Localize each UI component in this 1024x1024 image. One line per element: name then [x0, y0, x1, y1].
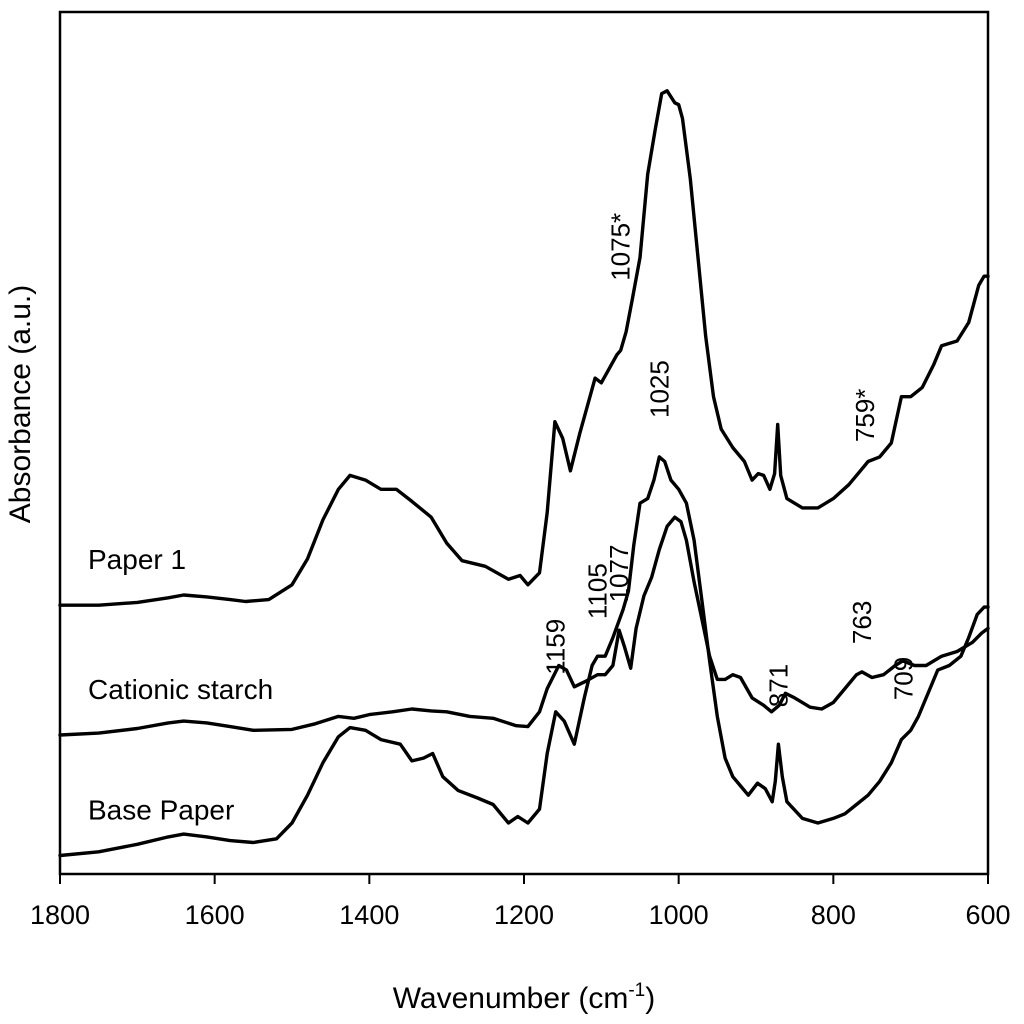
plot-frame — [58, 10, 990, 876]
peak-label: 871 — [763, 664, 793, 707]
peak-label: 1105 — [583, 563, 613, 619]
peak-label: 709 — [889, 657, 919, 700]
peak-label: 1025 — [644, 360, 674, 418]
peak-label: 1159 — [541, 619, 571, 675]
series-line-1 — [58, 89, 990, 607]
series-line-3 — [58, 455, 990, 858]
series-line-2 — [58, 515, 990, 737]
peak-label: 763 — [847, 601, 877, 644]
x-tick-label: 1400 — [339, 900, 399, 930]
x-axis-title: Wavenumber (cm-1) — [393, 980, 656, 1015]
peak-label: 759* — [850, 389, 880, 443]
x-tick-label: 1000 — [649, 900, 709, 930]
x-tick-label: 600 — [965, 900, 1010, 930]
x-tick-label: 800 — [811, 900, 856, 930]
y-axis-title: Absorbance (a.u.) — [4, 285, 37, 523]
x-tick-label: 1600 — [185, 900, 245, 930]
series-labels: Paper 1 Cationic starch Base Paper — [88, 544, 273, 825]
series-label: Paper 1 — [88, 544, 186, 575]
peak-label: 1077 — [604, 545, 634, 603]
peak-annotations: 1075* 759* 1077 763 1025 1159 1105 871 709 — [541, 213, 919, 707]
series-label: Base Paper — [88, 795, 234, 826]
x-axis-ticks: 1800 1600 1400 1200 1000 800 600 — [30, 874, 1011, 930]
series-label: Cationic starch — [88, 674, 273, 705]
x-tick-label: 1200 — [494, 900, 554, 930]
peak-label: 1075* — [606, 213, 636, 281]
spectra-curves — [58, 89, 990, 858]
x-tick-label: 1800 — [30, 900, 90, 930]
